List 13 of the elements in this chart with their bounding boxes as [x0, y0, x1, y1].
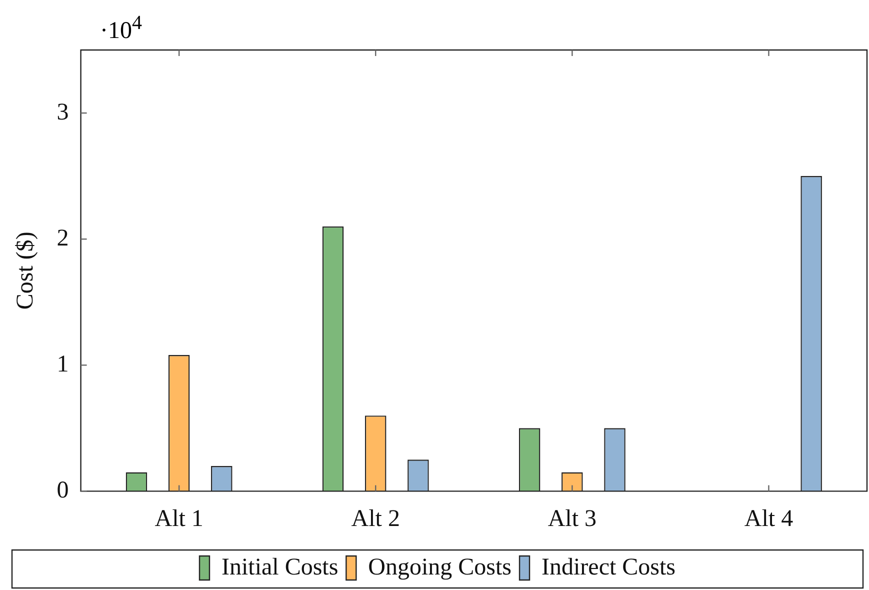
y-tick-label: 1 — [56, 351, 69, 378]
x-tick-label: Alt 1 — [154, 506, 204, 532]
x-tick-label: Alt 2 — [351, 506, 400, 532]
y-tick-label: 2 — [56, 225, 69, 252]
y-tick-label: 0 — [56, 477, 69, 504]
legend-label: Indirect Costs — [542, 554, 676, 580]
y-axis-title: Cost ($) — [12, 232, 39, 310]
legend-label: Ongoing Costs — [368, 554, 512, 580]
x-tick-label: Alt 4 — [744, 506, 794, 532]
legend-label: Initial Costs — [221, 554, 338, 580]
text: ·10$^{4}$ — [100, 12, 142, 45]
x-tick-label: Alt 3 — [548, 506, 597, 532]
y-tick-label: 3 — [56, 99, 69, 126]
